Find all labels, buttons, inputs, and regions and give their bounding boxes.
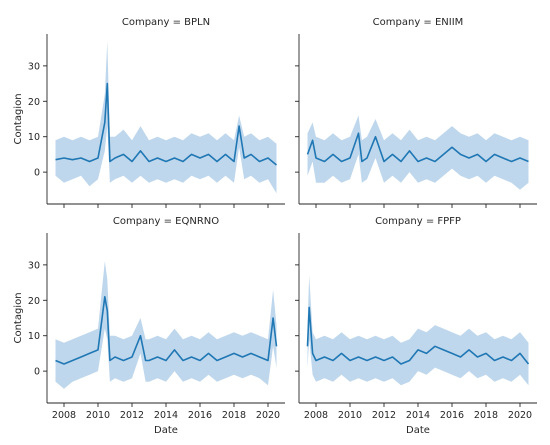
confidence-band	[307, 115, 529, 190]
y-tick-label: 10	[28, 331, 40, 342]
x-tick-label: 2008	[304, 410, 328, 421]
x-axis-label: Date	[154, 425, 178, 436]
panel-title: Company = FPFP	[375, 216, 461, 227]
confidence-band	[55, 41, 277, 194]
x-tick-label: 2012	[120, 410, 144, 421]
x-tick-label: 2018	[474, 410, 498, 421]
panel-2: 0 10 20 30 2008 2010 2012 2014 2016 2018 2020 Compa…	[13, 216, 285, 436]
x-axis-label: Date	[406, 425, 430, 436]
y-tick-label: 30	[28, 260, 40, 271]
x-tick-label: 2012	[372, 410, 396, 421]
x-tick-label: 2008	[52, 410, 76, 421]
panel-1: Company = ENIIM	[295, 17, 537, 208]
y-tick-label: 10	[28, 132, 40, 143]
series-line	[306, 132, 529, 163]
y-tick-label: 0	[34, 168, 40, 179]
panel-0: 0 10 20 30 Company = BPLN Contagion	[13, 17, 285, 208]
x-tick-label: 2014	[154, 410, 178, 421]
y-tick-label: 20	[28, 97, 40, 108]
confidence-band	[307, 275, 529, 386]
x-tick-label: 2010	[86, 410, 110, 421]
panel-title: Company = ENIIM	[373, 17, 464, 28]
y-tick-label: 0	[34, 367, 40, 378]
confidence-band	[55, 261, 277, 389]
x-tick-label: 2020	[256, 410, 280, 421]
x-tick-label: 2016	[440, 410, 464, 421]
x-tick-label: 2018	[222, 410, 246, 421]
x-tick-label: 2010	[338, 410, 362, 421]
panel-title: Company = EQNRNO	[113, 216, 219, 227]
x-tick-label: 2020	[508, 410, 532, 421]
series-line	[306, 306, 530, 365]
x-tick-label: 2014	[406, 410, 430, 421]
panel-title: Company = BPLN	[122, 17, 210, 28]
y-axis-label: Contagion	[13, 93, 24, 144]
panel-3: 2008 2010 2012 2014 2016 2018 2020 Company = FP…	[295, 216, 537, 436]
y-tick-label: 30	[28, 61, 40, 72]
y-tick-label: 20	[28, 296, 40, 307]
series-line	[55, 295, 278, 365]
series-line	[55, 82, 278, 166]
y-axis-label: Contagion	[13, 292, 24, 343]
x-tick-label: 2016	[188, 410, 212, 421]
